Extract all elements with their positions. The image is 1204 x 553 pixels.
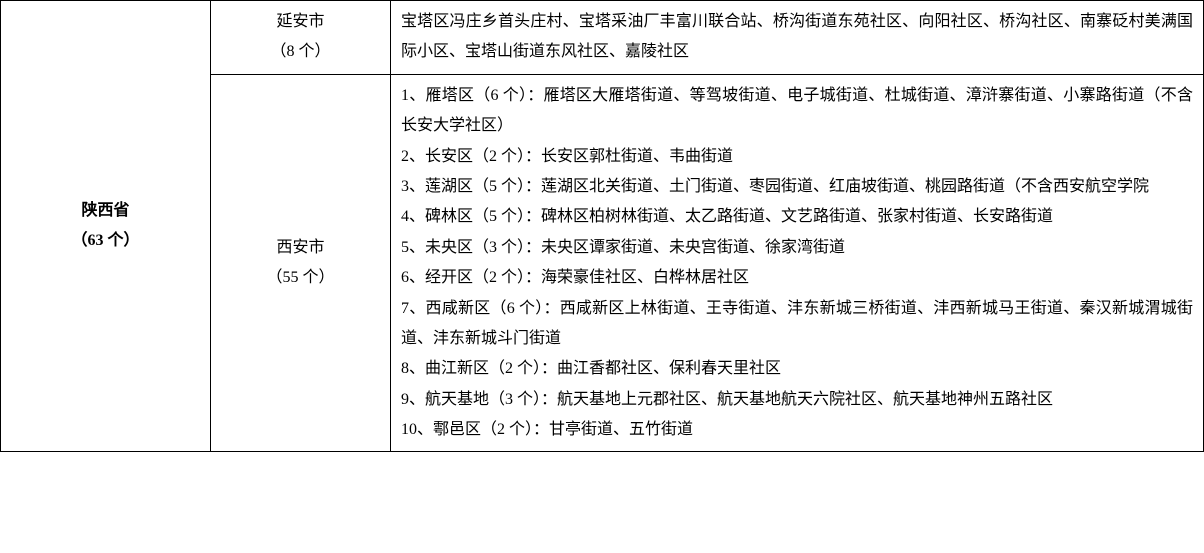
city-name: 西安市 [221,233,380,263]
detail-cell: 宝塔区冯庄乡首头庄村、宝塔采油厂丰富川联合站、桥沟街道东苑社区、向阳社区、桥沟社… [391,1,1204,75]
city-cell: 西安市 （55 个） [211,74,391,452]
city-cell: 延安市 （8 个） [211,1,391,75]
detail-cell: 1、雁塔区（6 个）：雁塔区大雁塔街道、等驾坡街道、电子城街道、杜城街道、漳浒寨… [391,74,1204,452]
region-table: 陕西省 （63 个） 延安市 （8 个） 宝塔区冯庄乡首头庄村、宝塔采油厂丰富川… [0,0,1204,452]
province-name: 陕西省 [11,196,200,226]
province-count: （63 个） [11,226,200,256]
province-cell: 陕西省 （63 个） [1,1,211,452]
city-count: （8 个） [221,37,380,67]
city-count: （55 个） [221,263,380,293]
table-row: 陕西省 （63 个） 延安市 （8 个） 宝塔区冯庄乡首头庄村、宝塔采油厂丰富川… [1,1,1204,75]
city-name: 延安市 [221,7,380,37]
